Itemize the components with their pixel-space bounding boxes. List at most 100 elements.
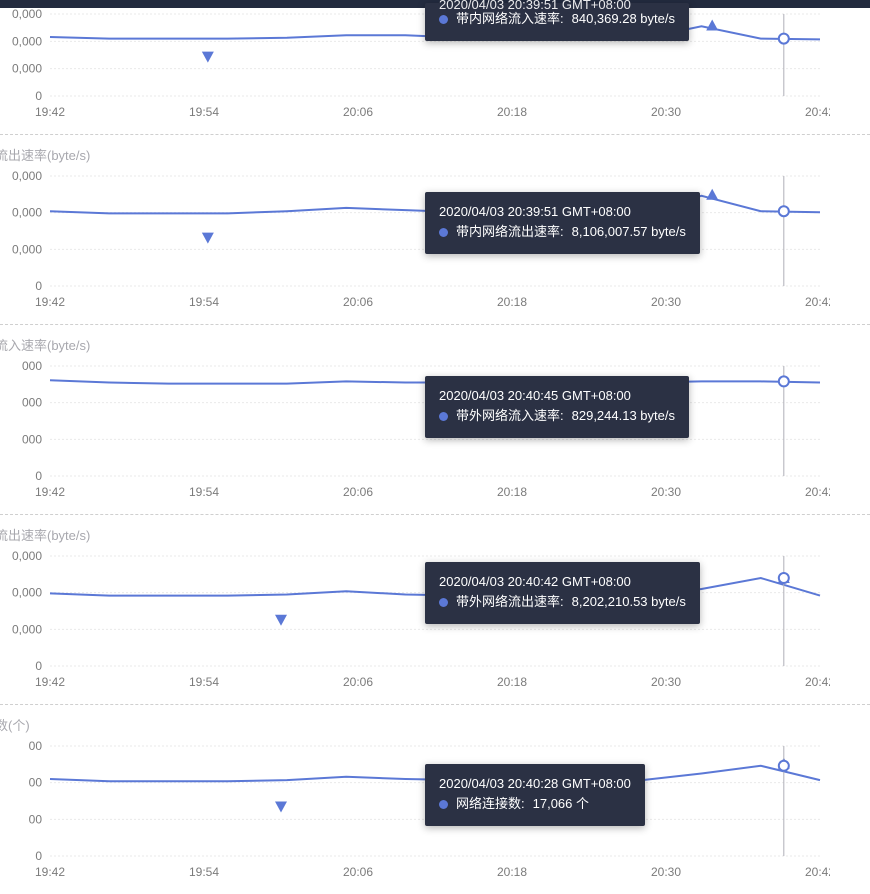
x-axis-label: 20:42 bbox=[805, 295, 830, 309]
x-axis-label: 19:42 bbox=[35, 485, 65, 499]
tooltip-metric-label: 带内网络流出速率: bbox=[456, 222, 564, 242]
chart-area[interactable]: 0,0000,0000,000019:4219:5420:0620:1820:3… bbox=[0, 170, 870, 320]
x-axis-label: 20:42 bbox=[805, 485, 830, 499]
line-chart[interactable]: 0,0000,0000,000019:4219:5420:0620:1820:3… bbox=[0, 170, 830, 320]
tooltip-metric-label: 网络连接数: bbox=[456, 794, 525, 814]
x-axis-label: 20:18 bbox=[497, 675, 527, 689]
chart-tooltip: 2020/04/03 20:40:28 GMT+08:00网络连接数: 17,0… bbox=[425, 764, 645, 826]
x-axis-label: 19:54 bbox=[189, 105, 219, 119]
x-axis-label: 20:30 bbox=[651, 295, 681, 309]
hover-cursor-dot bbox=[779, 206, 789, 216]
chart-tooltip: 2020/04/03 20:39:51 GMT+08:00带内网络流出速率: 8… bbox=[425, 192, 700, 254]
panel-title: 络流出速率(byte/s) bbox=[0, 515, 870, 550]
chart-panel-out-inner: 络流出速率(byte/s)0,0000,0000,000019:4219:542… bbox=[0, 135, 870, 325]
x-axis-label: 19:54 bbox=[189, 865, 219, 879]
tooltip-timestamp: 2020/04/03 20:39:51 GMT+08:00 bbox=[439, 0, 675, 9]
marker-down-icon bbox=[202, 233, 214, 244]
x-axis-label: 19:42 bbox=[35, 865, 65, 879]
y-axis-label: 0,000 bbox=[12, 170, 42, 183]
y-axis-label: 0,000 bbox=[12, 62, 42, 76]
y-axis-label: 0,000 bbox=[12, 34, 42, 48]
x-axis-label: 20:06 bbox=[343, 675, 373, 689]
chart-area[interactable]: 000000000019:4219:5420:0620:1820:3020:42… bbox=[0, 360, 870, 510]
y-axis-label: 00 bbox=[29, 812, 43, 826]
tooltip-metric-label: 带外网络流入速率: bbox=[456, 406, 564, 426]
chart-area[interactable]: 000000019:4219:5420:0620:1820:3020:42202… bbox=[0, 740, 870, 890]
hover-cursor-dot bbox=[779, 573, 789, 583]
tooltip-value: 840,369.28 byte/s bbox=[572, 9, 675, 29]
y-axis-label: 000 bbox=[22, 360, 42, 373]
line-chart[interactable]: 000000000019:4219:5420:0620:1820:3020:42 bbox=[0, 360, 830, 510]
marker-down-icon bbox=[275, 802, 287, 813]
x-axis-label: 19:54 bbox=[189, 675, 219, 689]
x-axis-label: 19:42 bbox=[35, 105, 65, 119]
tooltip-metric-label: 带内网络流入速率: bbox=[456, 9, 564, 29]
tooltip-metric-label: 带外网络流出速率: bbox=[456, 592, 564, 612]
x-axis-label: 20:18 bbox=[497, 865, 527, 879]
panel-title: 接数(个) bbox=[0, 705, 870, 740]
tooltip-series-dot-icon bbox=[439, 598, 448, 607]
x-axis-label: 20:06 bbox=[343, 105, 373, 119]
y-axis-label: 0 bbox=[35, 659, 42, 673]
chart-tooltip: 2020/04/03 20:39:51 GMT+08:00带内网络流入速率: 8… bbox=[425, 3, 689, 41]
chart-panel-in-inner: 0,000 0,000 0,000 0 19:42 19:54 20:06 20:18 20:3… bbox=[0, 0, 870, 135]
y-axis-label: 0,000 bbox=[12, 242, 42, 256]
tooltip-series-dot-icon bbox=[439, 15, 448, 24]
y-axis-label: 0 bbox=[35, 279, 42, 293]
panel-title: 络流出速率(byte/s) bbox=[0, 135, 870, 170]
x-axis-label: 20:18 bbox=[497, 295, 527, 309]
y-axis-label: 0 bbox=[35, 469, 42, 483]
y-axis-label: 0 bbox=[35, 849, 42, 863]
tooltip-series-dot-icon bbox=[439, 228, 448, 237]
line-chart[interactable]: 0,000 0,000 0,000 0 19:42 19:54 20:06 20:18 20:3… bbox=[0, 8, 830, 130]
x-axis-label: 19:54 bbox=[189, 485, 219, 499]
x-axis-label: 20:30 bbox=[651, 105, 681, 119]
x-axis-label: 20:06 bbox=[343, 485, 373, 499]
panel-title: 络流入速率(byte/s) bbox=[0, 325, 870, 360]
tooltip-value: 829,244.13 byte/s bbox=[572, 406, 675, 426]
chart-area[interactable]: 0,000 0,000 0,000 0 19:42 19:54 20:06 20:18 20:3… bbox=[0, 8, 870, 130]
x-axis-label: 20:30 bbox=[651, 485, 681, 499]
x-axis-label: 19:54 bbox=[189, 295, 219, 309]
tooltip-timestamp: 2020/04/03 20:40:45 GMT+08:00 bbox=[439, 386, 675, 406]
chart-tooltip: 2020/04/03 20:40:42 GMT+08:00带外网络流出速率: 8… bbox=[425, 562, 700, 624]
x-axis-label: 20:06 bbox=[343, 865, 373, 879]
x-axis-label: 19:42 bbox=[35, 675, 65, 689]
y-axis-label: 00 bbox=[29, 740, 43, 753]
x-axis-label: 20:42 bbox=[805, 675, 830, 689]
y-axis-label: 0,000 bbox=[12, 622, 42, 636]
x-axis-label: 20:06 bbox=[343, 295, 373, 309]
chart-panel-in-outer: 络流入速率(byte/s)000000000019:4219:5420:0620… bbox=[0, 325, 870, 515]
chart-panel-out-outer: 络流出速率(byte/s)0,0000,0000,000019:4219:542… bbox=[0, 515, 870, 705]
y-axis-label: 000 bbox=[22, 396, 42, 410]
tooltip-timestamp: 2020/04/03 20:40:42 GMT+08:00 bbox=[439, 572, 686, 592]
y-axis-label: 0,000 bbox=[12, 550, 42, 563]
y-axis-label: 0,000 bbox=[12, 8, 42, 21]
hover-cursor-dot bbox=[779, 761, 789, 771]
tooltip-value: 8,202,210.53 byte/s bbox=[572, 592, 686, 612]
tooltip-timestamp: 2020/04/03 20:40:28 GMT+08:00 bbox=[439, 774, 631, 794]
x-axis-label: 20:30 bbox=[651, 865, 681, 879]
x-axis-label: 20:18 bbox=[497, 485, 527, 499]
tooltip-series-dot-icon bbox=[439, 800, 448, 809]
marker-up-icon bbox=[706, 19, 718, 30]
line-chart[interactable]: 0,0000,0000,000019:4219:5420:0620:1820:3… bbox=[0, 550, 830, 700]
y-axis-label: 0,000 bbox=[12, 206, 42, 220]
tooltip-series-dot-icon bbox=[439, 412, 448, 421]
line-chart[interactable]: 000000019:4219:5420:0620:1820:3020:42 bbox=[0, 740, 830, 890]
x-axis-label: 20:30 bbox=[651, 675, 681, 689]
y-axis-label: 000 bbox=[22, 432, 42, 446]
x-axis-label: 20:18 bbox=[497, 105, 527, 119]
x-axis-label: 20:42 bbox=[805, 105, 830, 119]
x-axis-label: 20:42 bbox=[805, 865, 830, 879]
y-axis-label: 00 bbox=[29, 776, 43, 790]
chart-tooltip: 2020/04/03 20:40:45 GMT+08:00带外网络流入速率: 8… bbox=[425, 376, 689, 438]
chart-area[interactable]: 0,0000,0000,000019:4219:5420:0620:1820:3… bbox=[0, 550, 870, 700]
tooltip-timestamp: 2020/04/03 20:39:51 GMT+08:00 bbox=[439, 202, 686, 222]
hover-cursor-dot bbox=[779, 376, 789, 386]
marker-down-icon bbox=[202, 52, 214, 63]
tooltip-value: 8,106,007.57 byte/s bbox=[572, 222, 686, 242]
y-axis-label: 0 bbox=[35, 89, 42, 103]
marker-down-icon bbox=[275, 615, 287, 626]
marker-up-icon bbox=[706, 189, 718, 200]
